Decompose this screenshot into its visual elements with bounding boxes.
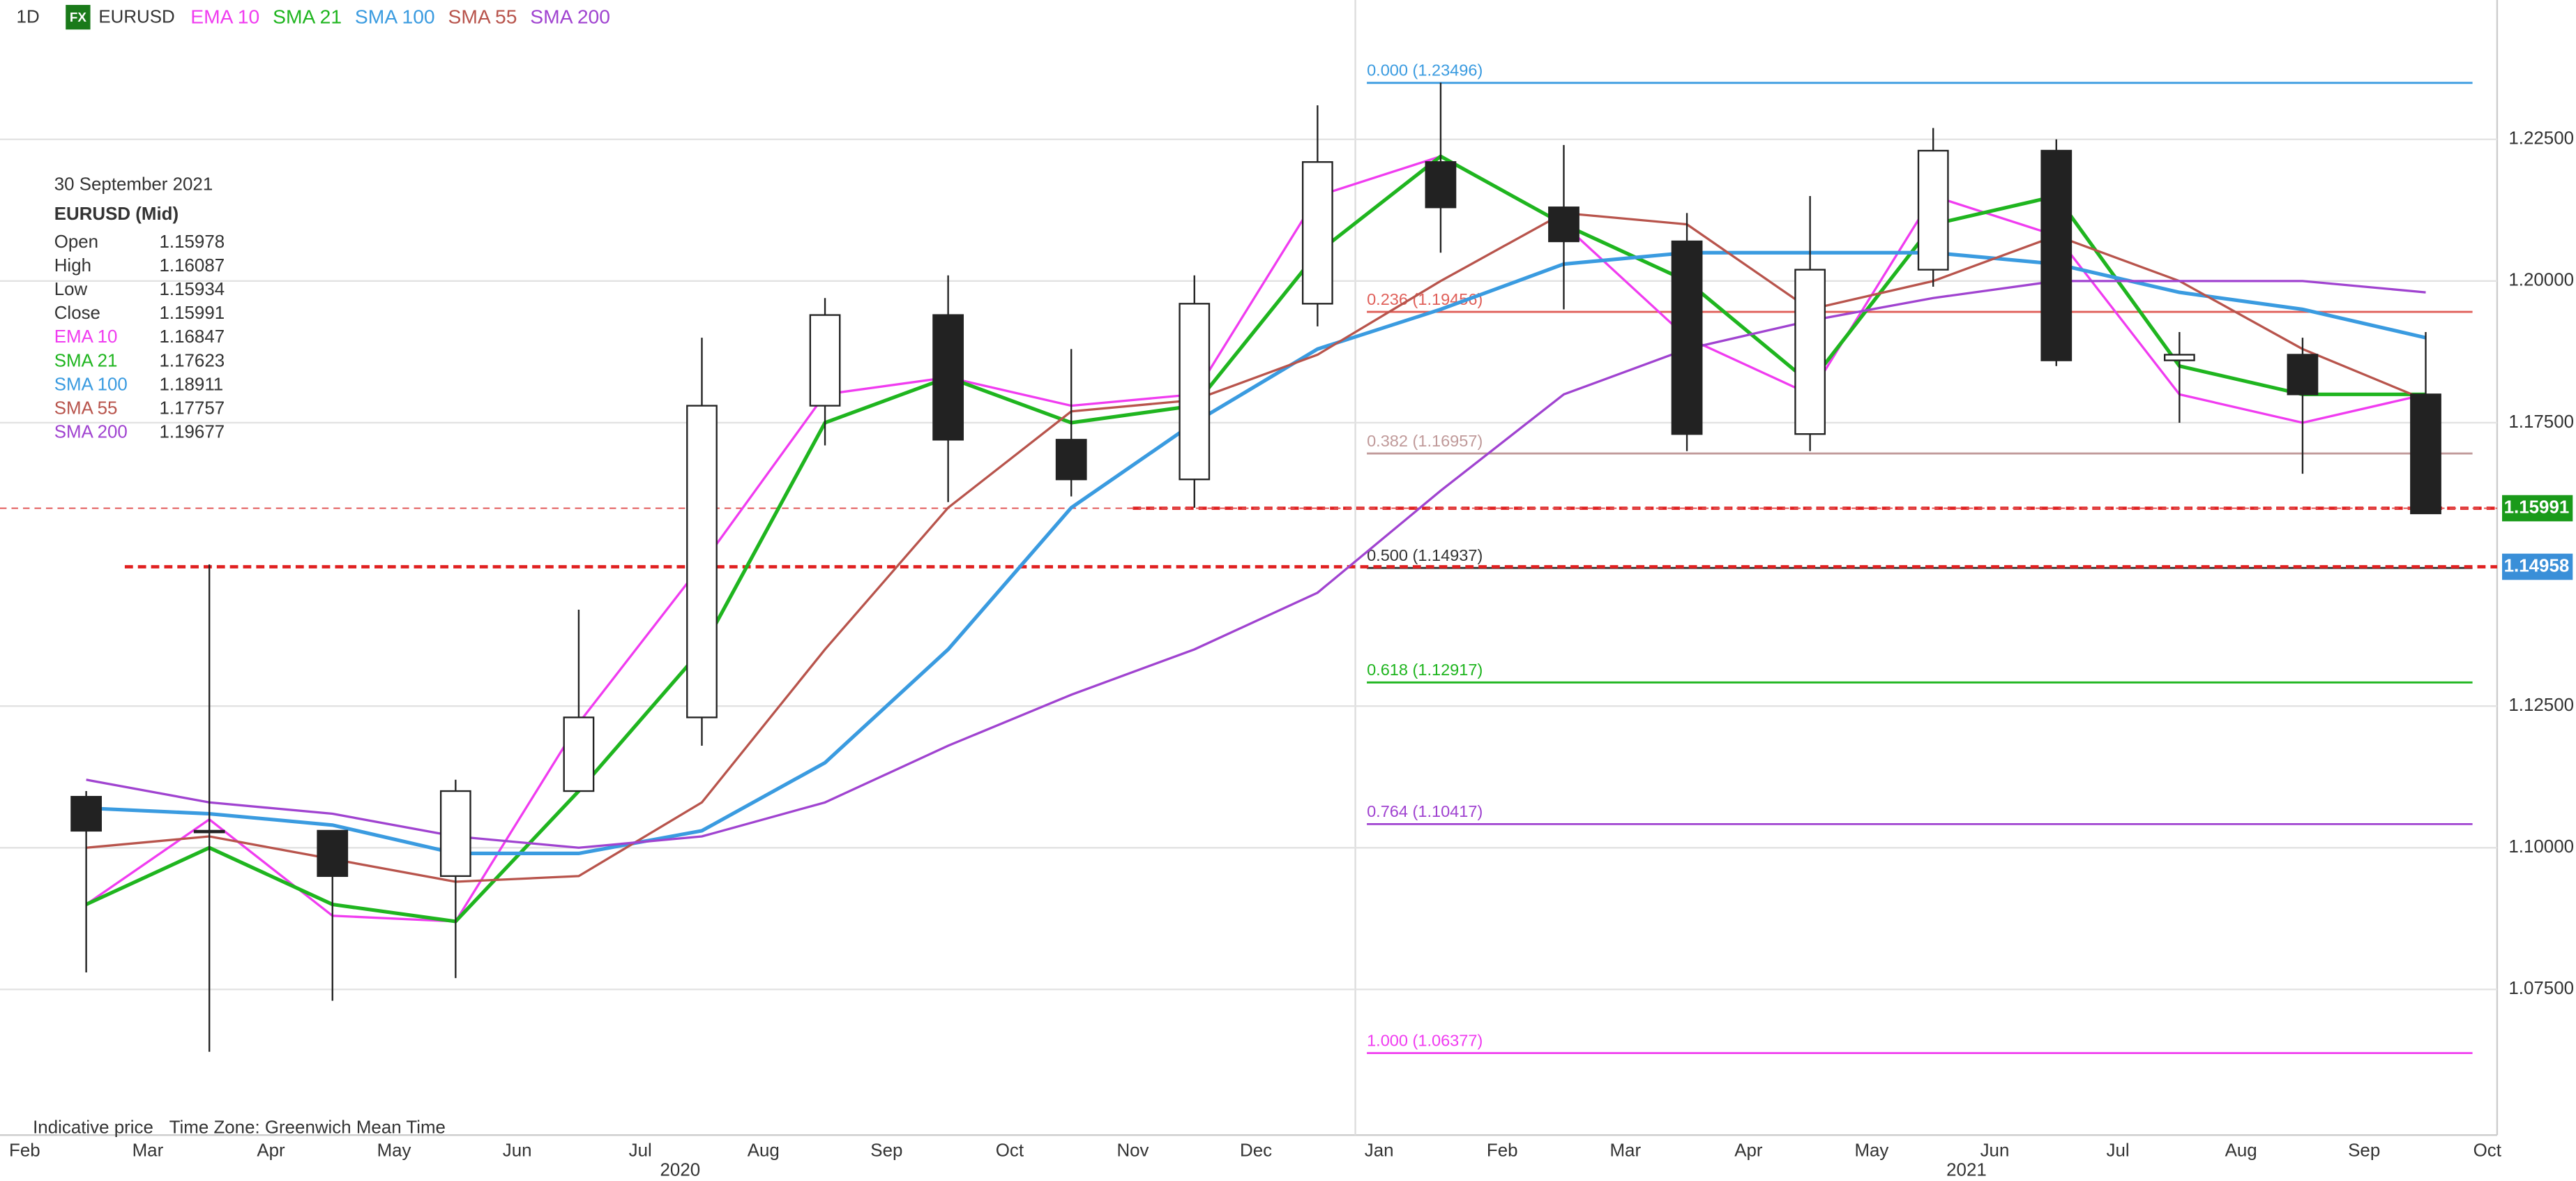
info-label: SMA 100 bbox=[54, 375, 128, 394]
info-value: 1.15934 bbox=[160, 280, 225, 299]
fx-badge bbox=[66, 5, 91, 30]
info-value: 1.19677 bbox=[160, 423, 225, 442]
info-label: Open bbox=[54, 232, 98, 252]
candle-body bbox=[1671, 240, 1703, 435]
x-tick-label: Jul bbox=[629, 1141, 652, 1161]
y-tick-label: 1.12500 bbox=[2508, 695, 2574, 715]
fib-label: 0.000 (1.23496) bbox=[1367, 61, 1483, 80]
price-badge bbox=[2501, 495, 2573, 522]
candle-body bbox=[932, 314, 964, 441]
info-label: SMA 55 bbox=[54, 399, 118, 419]
info-value: 1.18911 bbox=[160, 375, 224, 394]
legend-item[interactable]: SMA 21 bbox=[273, 5, 342, 27]
candle-body bbox=[2287, 354, 2319, 396]
info-label: Low bbox=[54, 280, 88, 299]
price-badge-text: 1.14958 bbox=[2504, 556, 2570, 576]
x-tick-label: Mar bbox=[1609, 1141, 1641, 1161]
info-value: 1.17623 bbox=[160, 351, 225, 370]
candle-body bbox=[563, 716, 595, 792]
fib-label: 1.000 (1.06377) bbox=[1367, 1031, 1483, 1049]
x-tick-label: Feb bbox=[1487, 1141, 1518, 1161]
timeframe[interactable]: 1D bbox=[17, 8, 40, 27]
fib-label: 0.500 (1.14937) bbox=[1367, 546, 1483, 564]
candle-body bbox=[2040, 149, 2073, 361]
x-tick-label: Dec bbox=[1240, 1141, 1272, 1161]
info-value: 1.15991 bbox=[160, 303, 225, 323]
y-tick-label: 1.07500 bbox=[2508, 979, 2574, 998]
candle-body bbox=[1301, 161, 1333, 305]
x-tick-label: Apr bbox=[1734, 1141, 1763, 1161]
fib-label: 0.764 (1.10417) bbox=[1367, 802, 1483, 820]
candle-body bbox=[317, 829, 349, 878]
footer-note: Time Zone: Greenwich Mean Time bbox=[169, 1118, 446, 1138]
legend-item[interactable]: SMA 55 bbox=[448, 5, 517, 27]
info-title: EURUSD (Mid) bbox=[54, 204, 179, 224]
candle-body bbox=[1917, 149, 1949, 271]
legend-item[interactable]: SMA 200 bbox=[530, 5, 610, 27]
info-value: 1.15978 bbox=[160, 232, 225, 252]
symbol[interactable]: EURUSD bbox=[98, 8, 174, 27]
x-tick-label: Sep bbox=[2348, 1141, 2380, 1161]
x-tick-label: Nov bbox=[1116, 1141, 1149, 1161]
info-value: 1.17757 bbox=[160, 399, 225, 419]
x-tick-label: Aug bbox=[748, 1141, 780, 1161]
x-tick-label: Jul bbox=[2107, 1141, 2130, 1161]
x-tick-label: Feb bbox=[9, 1141, 40, 1161]
x-tick-label: Mar bbox=[132, 1141, 164, 1161]
y-tick-label: 1.10000 bbox=[2508, 837, 2574, 857]
x-tick-label: May bbox=[377, 1141, 411, 1161]
ma-line bbox=[85, 154, 2426, 924]
fib-label: 0.382 (1.16957) bbox=[1367, 432, 1483, 450]
candle-body bbox=[1055, 439, 1087, 481]
y-tick-label: 1.20000 bbox=[2508, 271, 2574, 290]
candle-body bbox=[809, 314, 841, 407]
y-tick-label: 1.17500 bbox=[2508, 412, 2574, 432]
candle-body bbox=[1548, 206, 1579, 243]
info-value: 1.16087 bbox=[160, 256, 225, 276]
candle-body bbox=[1794, 269, 1826, 435]
candle-body bbox=[439, 790, 471, 878]
candle-body bbox=[1179, 303, 1211, 481]
year-label: 2020 bbox=[660, 1161, 701, 1180]
info-date: 30 September 2021 bbox=[54, 175, 213, 195]
legend-item[interactable]: EMA 10 bbox=[190, 5, 259, 27]
fx-badge-text: FX bbox=[70, 10, 87, 24]
candle-body bbox=[1425, 161, 1457, 209]
info-label: High bbox=[54, 256, 91, 276]
price-badge-text: 1.15991 bbox=[2504, 497, 2570, 517]
candle-body bbox=[686, 405, 718, 719]
candle-body bbox=[70, 795, 103, 832]
legend-item[interactable]: SMA 100 bbox=[355, 5, 435, 27]
candle-body bbox=[193, 829, 225, 834]
year-label: 2021 bbox=[1946, 1161, 1987, 1180]
x-tick-label: Apr bbox=[257, 1141, 285, 1161]
info-label: Close bbox=[54, 303, 100, 323]
candle-body bbox=[2410, 393, 2441, 515]
ma-line bbox=[85, 155, 2426, 923]
ma-line bbox=[86, 280, 2426, 849]
ma-line bbox=[86, 211, 2427, 883]
x-tick-label: Jun bbox=[1980, 1141, 2010, 1161]
x-tick-label: Aug bbox=[2225, 1141, 2257, 1161]
ma-line bbox=[86, 250, 2427, 855]
footer-note: Indicative price bbox=[33, 1118, 153, 1138]
x-tick-label: Jan bbox=[1365, 1141, 1394, 1161]
x-tick-label: Oct bbox=[996, 1141, 1024, 1161]
x-tick-label: Oct bbox=[2473, 1141, 2501, 1161]
fib-label: 0.618 (1.12917) bbox=[1367, 661, 1483, 679]
price-badge bbox=[2501, 553, 2573, 580]
x-tick-label: May bbox=[1854, 1141, 1888, 1161]
x-tick-label: Jun bbox=[503, 1141, 532, 1161]
info-label: SMA 200 bbox=[54, 423, 128, 442]
info-value: 1.16847 bbox=[160, 327, 225, 347]
x-tick-label: Sep bbox=[870, 1141, 902, 1161]
info-label: SMA 21 bbox=[54, 351, 118, 370]
y-tick-label: 1.22500 bbox=[2508, 129, 2574, 149]
info-label: EMA 10 bbox=[54, 327, 118, 347]
candle-body bbox=[2163, 354, 2195, 361]
